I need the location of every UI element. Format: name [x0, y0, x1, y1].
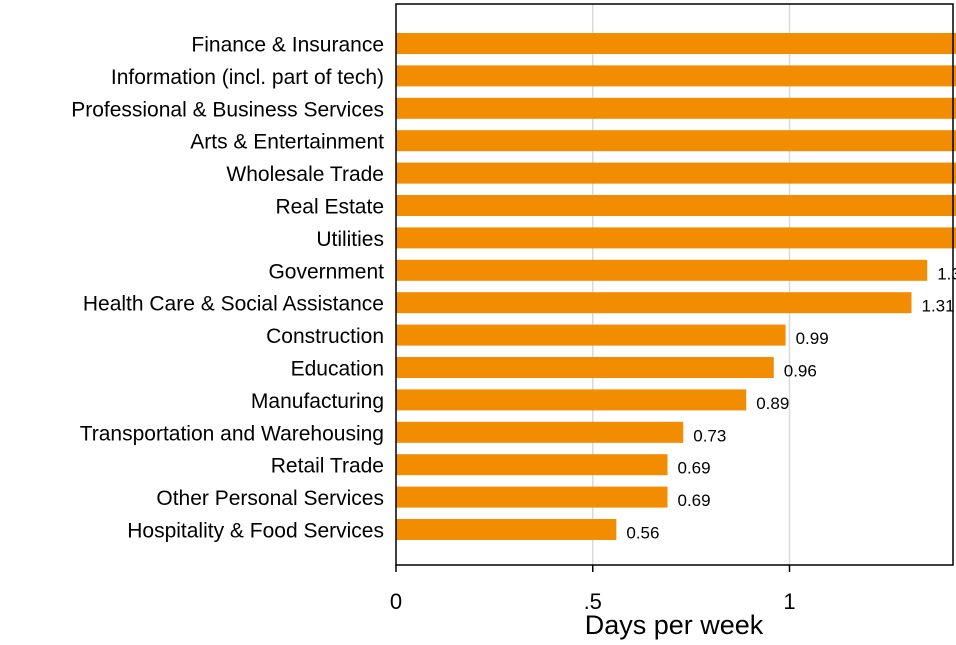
bar — [396, 486, 668, 508]
category-label: Government — [268, 260, 384, 283]
category-label: Professional & Business Services — [71, 98, 384, 121]
bar — [396, 227, 956, 249]
category-label: Transportation and Warehousing — [80, 422, 384, 445]
bar — [396, 33, 956, 54]
bar — [396, 389, 747, 411]
plot-frame — [395, 3, 954, 566]
category-label: Education — [291, 358, 384, 381]
value-label: 0.96 — [784, 362, 817, 381]
category-label: Construction — [266, 325, 384, 348]
value-labels: 2.382.291.901.831.781.741.671.351.310.99… — [626, 264, 956, 543]
category-label: Other Personal Services — [156, 487, 384, 510]
category-labels: Finance & Insurance Information (incl. pa… — [71, 34, 384, 543]
value-label: 0.99 — [796, 329, 829, 348]
x-axis-title: Days per week — [585, 610, 764, 640]
value-label: 0.89 — [756, 394, 789, 413]
bar — [396, 519, 617, 540]
x-axis-ticks: 0.511.522.5 — [390, 565, 796, 614]
bar — [396, 421, 684, 443]
category-label: Manufacturing — [251, 390, 384, 413]
bar — [396, 97, 956, 119]
category-label: Arts & Entertainment — [190, 131, 384, 154]
bar — [396, 259, 928, 281]
x-tick-label: 0 — [390, 589, 402, 614]
bar — [396, 454, 668, 476]
bar — [396, 357, 774, 378]
bar — [396, 162, 956, 184]
value-label: 1.35 — [937, 264, 956, 283]
category-label: Wholesale Trade — [226, 163, 384, 186]
category-label: Retail Trade — [271, 455, 384, 478]
value-label: 0.69 — [678, 491, 711, 510]
x-tick-label: 1 — [783, 589, 795, 614]
bar — [396, 65, 956, 87]
category-label: Real Estate — [275, 196, 384, 219]
x-tick-label: .5 — [584, 589, 602, 614]
value-label: 1.31 — [921, 297, 954, 316]
category-label: Information (incl. part of tech) — [111, 66, 384, 89]
value-label: 0.69 — [678, 459, 711, 478]
category-label: Utilities — [316, 228, 384, 251]
bars — [396, 33, 956, 540]
value-label: 0.73 — [693, 426, 726, 445]
bar — [396, 195, 956, 216]
bar — [396, 324, 786, 346]
category-label: Hospitality & Food Services — [127, 520, 384, 543]
bar — [396, 130, 956, 152]
gridlines — [592, 4, 791, 565]
category-label: Health Care & Social Assistance — [83, 293, 384, 316]
category-label: Finance & Insurance — [191, 34, 384, 57]
value-label: 0.56 — [626, 524, 659, 543]
bar — [396, 292, 912, 314]
